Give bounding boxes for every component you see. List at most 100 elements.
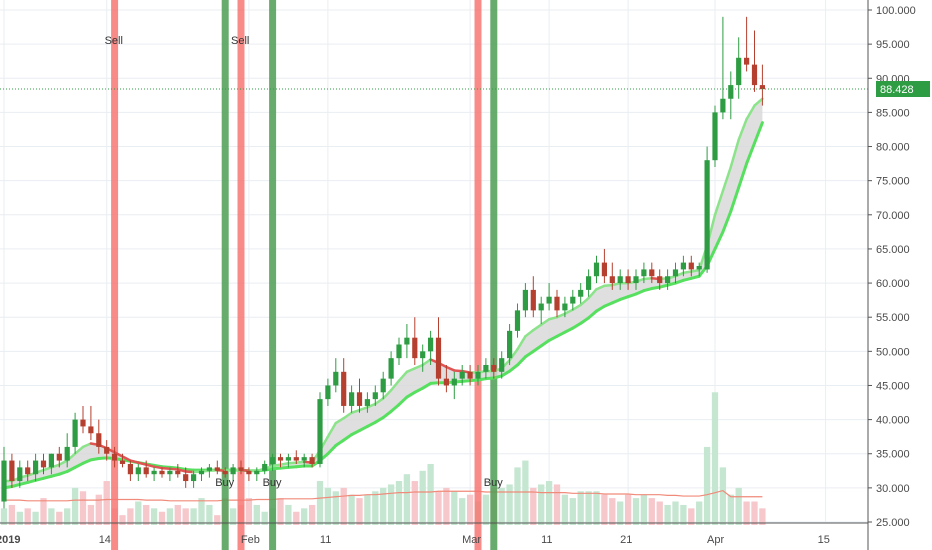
- ema-slow-line: [539, 338, 551, 348]
- volume-bar: [703, 446, 711, 525]
- ema-fast-line: [405, 367, 417, 374]
- candle-body: [167, 470, 173, 475]
- y-tick-label: 70.000: [876, 210, 910, 222]
- volume-bar: [601, 494, 608, 525]
- candle-body: [48, 453, 54, 468]
- ema-fast-line: [595, 284, 606, 291]
- volume-bar: [206, 504, 213, 525]
- volume-bar: [545, 481, 553, 525]
- volume-bar: [332, 491, 339, 525]
- ema-fast-line: [374, 397, 385, 406]
- x-tick-label: 21: [620, 534, 632, 546]
- x-tick-label: Apr: [707, 534, 724, 546]
- candle-body: [88, 426, 94, 434]
- volume-bar: [198, 498, 205, 525]
- y-axis[interactable]: 25.000 30.000 35.000 40.000 45.000 50.000 55.0…: [868, 5, 916, 529]
- candle-body: [341, 371, 347, 406]
- volume-bar: [48, 508, 55, 525]
- candle-body: [183, 474, 189, 482]
- ema-slow-line: [381, 409, 393, 420]
- volume-bar: [743, 501, 750, 525]
- ema-fast-line: [737, 117, 748, 141]
- ema-slow-line: [721, 209, 733, 234]
- y-tick-label: 75.000: [876, 176, 910, 188]
- candle-body: [412, 337, 418, 359]
- volume-bar: [229, 508, 237, 525]
- sell-signal-label: Sell: [231, 35, 249, 47]
- candle-body: [443, 378, 449, 386]
- candle-body: [451, 378, 457, 386]
- ema-fast-line: [539, 317, 551, 326]
- y-tick-label: 30.000: [876, 483, 910, 495]
- volume-bar: [245, 498, 253, 525]
- ema-fast-line: [160, 466, 172, 471]
- volume-bar: [150, 508, 158, 525]
- y-tick-label: 95.000: [876, 39, 910, 51]
- volume-bar: [261, 511, 268, 525]
- ema-fast-line: [334, 416, 345, 425]
- volume-bar: [664, 504, 671, 525]
- ema-cloud-fill: [4, 98, 763, 488]
- ema-slow-line: [523, 349, 535, 359]
- ema-fast-line: [421, 358, 432, 367]
- candle-body: [467, 371, 473, 379]
- candle-body: [530, 289, 536, 311]
- candle-body: [593, 262, 600, 277]
- candle-body: [72, 419, 78, 447]
- ema-fast-line: [555, 312, 567, 319]
- y-tick-label: 65.000: [876, 244, 910, 256]
- candle-body: [301, 457, 307, 461]
- buy-signal-label: Buy: [215, 477, 234, 489]
- candle-body: [475, 371, 481, 379]
- ema-slow-line: [713, 230, 725, 251]
- ema-slow-line: [421, 381, 433, 390]
- candle-body: [277, 457, 284, 461]
- volume-bar: [419, 470, 426, 525]
- volume-bar: [553, 484, 561, 525]
- volume-bar: [395, 481, 403, 525]
- candle-body: [538, 303, 544, 311]
- candle-body: [104, 446, 110, 454]
- ema-fast-line: [611, 281, 622, 287]
- candle-body: [672, 269, 679, 277]
- volume-bar: [403, 474, 411, 525]
- volume-bar: [316, 481, 324, 525]
- candle-body: [285, 457, 291, 461]
- ema-fast-line: [713, 189, 725, 217]
- candle-body: [704, 160, 710, 270]
- volume-bar: [16, 511, 23, 525]
- candle-body: [96, 433, 102, 447]
- x-tick-label: 15: [818, 534, 830, 546]
- ema-fast-line: [587, 287, 598, 300]
- volume-bar: [514, 467, 521, 525]
- candle-body: [270, 457, 276, 464]
- candle-body: [349, 392, 355, 406]
- ema-slow-line: [397, 395, 409, 407]
- candle-body: [514, 310, 521, 331]
- ema-fast-line: [271, 463, 282, 468]
- volume-bar: [561, 494, 569, 525]
- x-tick-label: Mar: [462, 534, 481, 546]
- candle-body: [246, 470, 252, 475]
- last-price-label-bg: [876, 80, 930, 97]
- ema-fast-line: [129, 459, 140, 464]
- candle-body: [649, 269, 655, 277]
- x-tick-label: 11: [541, 534, 552, 546]
- candle-body: [17, 467, 23, 482]
- volume-bar: [87, 504, 95, 525]
- ema-fast-line: [168, 467, 180, 471]
- ema-fast-line: [571, 303, 582, 311]
- volume-bar: [459, 498, 466, 525]
- candle-body: [40, 460, 47, 468]
- ema-fast-line: [113, 451, 124, 458]
- ema-fast-line: [358, 406, 369, 412]
- ema-fast-line: [42, 466, 53, 472]
- signal-labels: Sell Buy Sell Buy Buy: [105, 35, 504, 489]
- x-axis[interactable]: 2019 14 Feb 11 Mar 11 21 Apr 15: [0, 522, 868, 546]
- volume-bar: [538, 484, 545, 525]
- candle-body: [372, 392, 378, 400]
- ema-fast-line: [389, 379, 401, 392]
- volume-bar: [119, 515, 126, 525]
- candle-body: [380, 378, 386, 393]
